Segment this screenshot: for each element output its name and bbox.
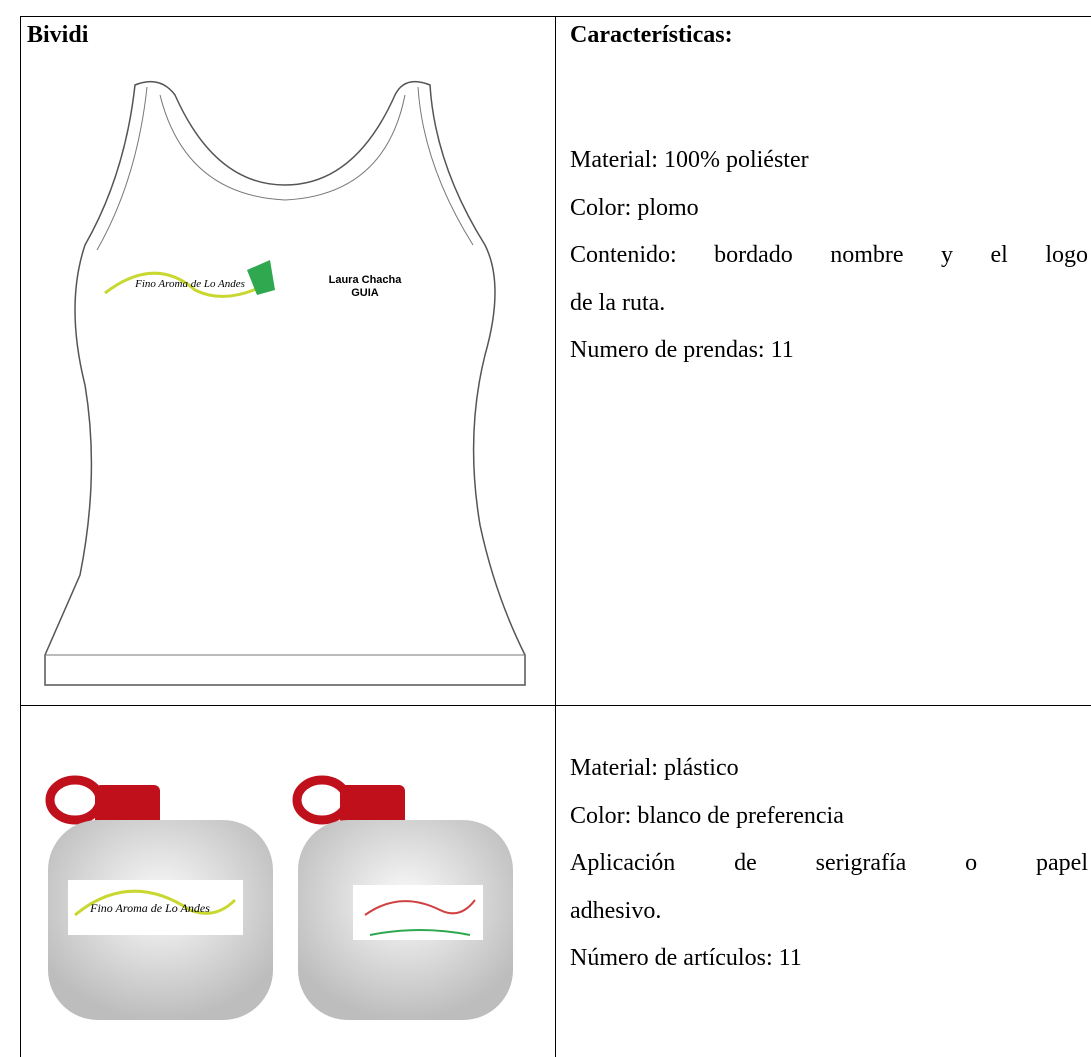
cell-line: Material: plástico [570, 755, 739, 781]
bottles-image: Fino Aroma de Lo Andes [45, 775, 513, 1020]
cell-line: Aplicación de serigrafía o papel [570, 850, 1088, 876]
cell-line: Color: plomo [570, 194, 699, 221]
name-label: Laura Chacha [329, 274, 403, 286]
cell-line: Contenido: bordado nombre y el logo [570, 242, 1088, 268]
cell-line: adhesivo. [570, 897, 662, 924]
cell-line: Material: 100% poliéster [570, 147, 809, 173]
cell-line: de la ruta. [570, 289, 666, 316]
cell-line: Numero de prendas: 11 [570, 337, 794, 363]
border-row [20, 705, 1091, 706]
cell-line: Número de artículos: 11 [570, 945, 802, 971]
cell-title: Características: [570, 22, 733, 48]
cell-line: Color: blanco de preferencia [570, 802, 844, 829]
logo-text: Fino Aroma de Lo Andes [134, 278, 245, 290]
border-left [20, 16, 21, 1057]
logo-text: Fino Aroma de Lo Andes [89, 901, 210, 915]
border-middle [555, 16, 556, 1057]
tank-top-image: Fino Aroma de Lo Andes Laura Chacha GUIA [44, 80, 526, 686]
role-label: GUIA [351, 287, 379, 299]
cell-title: Bividi [27, 22, 89, 48]
